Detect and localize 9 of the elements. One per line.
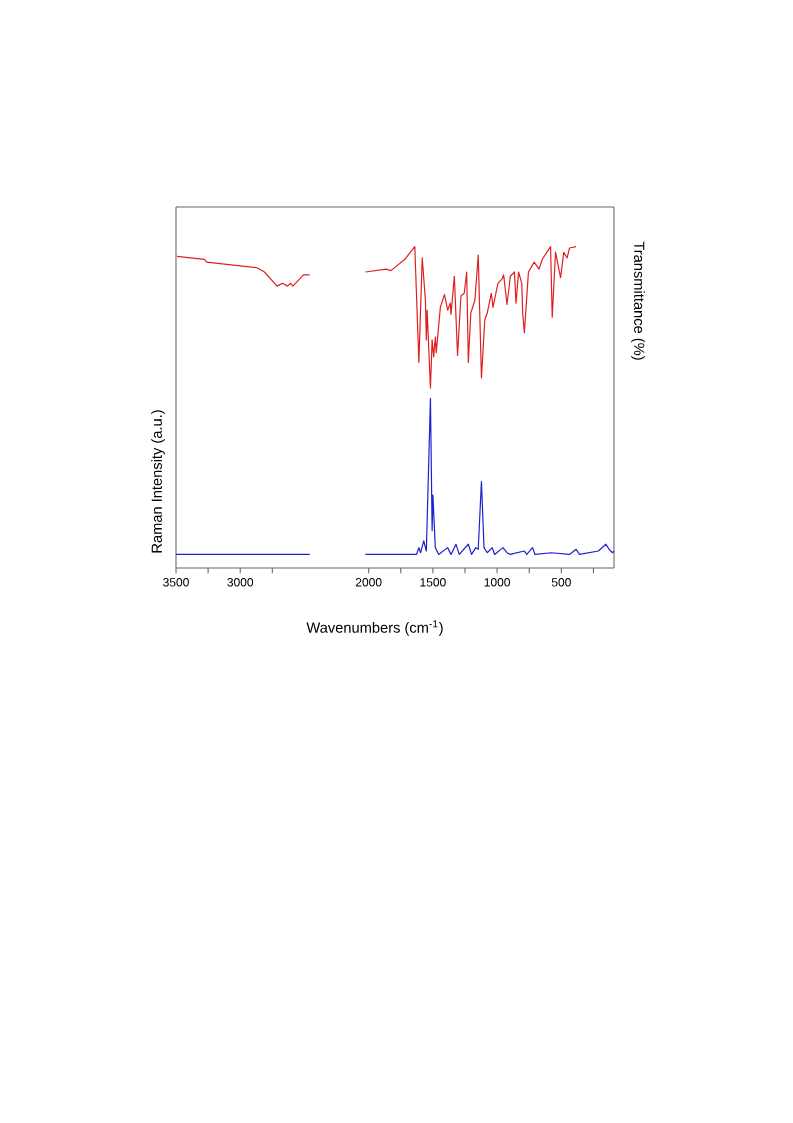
x-tick-label: 1500 [420, 578, 446, 587]
x-tick-label: 2000 [355, 578, 382, 587]
x-tick-label: 1000 [484, 578, 510, 587]
x-tick-label: 3500 [163, 578, 189, 587]
y2-axis-title: Transmittance (%) [631, 241, 645, 360]
y-axis-title: Raman Intensity (a.u.) [151, 410, 165, 553]
x-axis-title: Wavenumbers (cm$^{-1}$) [306, 620, 443, 636]
x-tick-label: 3000 [227, 578, 254, 587]
x-tick-label: 500 [551, 578, 571, 587]
